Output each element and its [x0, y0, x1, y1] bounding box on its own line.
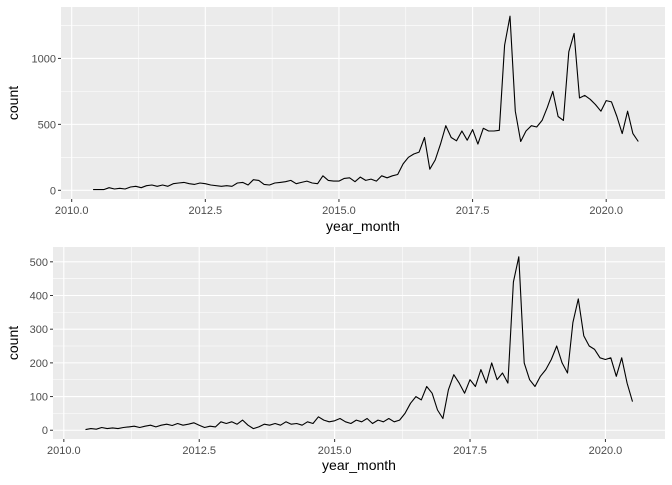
series-line: [93, 15, 639, 191]
plot-panel: [53, 247, 665, 439]
y-tick-label: 200: [30, 358, 48, 370]
x-tick-label: 2020.0: [589, 445, 623, 457]
x-axis-title: year_month: [322, 457, 396, 473]
x-tick-label: 2010.0: [47, 445, 81, 457]
x-tick-label: 2017.5: [453, 445, 487, 457]
x-tick-label: 2015.0: [318, 445, 352, 457]
x-axis-title: year_month: [326, 218, 400, 234]
x-tick-label: 2012.5: [188, 205, 222, 217]
y-tick-label: 300: [30, 324, 48, 336]
y-tick-label: 1000: [32, 53, 56, 65]
x-tick-label: 2012.5: [182, 445, 216, 457]
x-tick-label: 2017.5: [456, 205, 490, 217]
y-tick-label: 500: [30, 257, 48, 269]
y-tick-label: 400: [30, 291, 48, 303]
y-axis-title: count: [5, 86, 21, 120]
x-tick-label: 2020.0: [589, 205, 623, 217]
y-tick-label: 0: [42, 425, 48, 437]
series-line: [85, 256, 634, 431]
x-tick-label: 2015.0: [322, 205, 356, 217]
y-tick-label: 500: [38, 119, 56, 131]
x-tick-label: 2010.0: [55, 205, 89, 217]
y-axis-title: count: [5, 326, 21, 360]
y-tick-label: 100: [30, 392, 48, 404]
y-tick-label: 0: [50, 185, 56, 197]
